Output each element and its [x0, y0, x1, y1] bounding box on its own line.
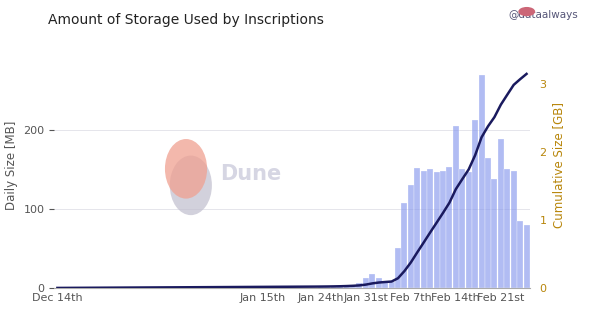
Bar [524, 225, 530, 288]
Bar [504, 169, 510, 288]
Bar [421, 171, 427, 288]
Bar [459, 169, 465, 288]
Text: @dataalways: @dataalways [508, 10, 578, 20]
Bar [356, 283, 362, 288]
Y-axis label: Cumulative Size [GB]: Cumulative Size [GB] [552, 103, 565, 228]
Bar [491, 179, 497, 288]
Bar [376, 278, 382, 288]
Bar [427, 169, 433, 288]
Bar [498, 139, 504, 288]
Bar [350, 285, 356, 288]
Bar [389, 282, 394, 288]
Bar [479, 74, 485, 288]
Text: Amount of Storage Used by Inscriptions: Amount of Storage Used by Inscriptions [48, 13, 324, 27]
Bar [318, 287, 324, 288]
Bar [453, 126, 459, 288]
Bar [510, 171, 517, 288]
Bar [370, 274, 375, 288]
Bar [433, 172, 439, 288]
Bar [402, 203, 408, 288]
Bar [447, 167, 452, 288]
Bar [485, 158, 491, 288]
Bar [395, 249, 401, 288]
Bar [344, 286, 350, 288]
Bar [414, 168, 420, 288]
Bar [408, 185, 414, 288]
Bar [363, 278, 369, 288]
Bar [472, 120, 478, 288]
Y-axis label: Daily Size [MB]: Daily Size [MB] [5, 121, 18, 210]
Bar [330, 287, 337, 288]
Bar [324, 287, 330, 288]
Bar [466, 172, 471, 288]
Bar [517, 221, 523, 288]
Text: Dune: Dune [220, 164, 281, 184]
Bar [440, 171, 446, 288]
Bar [337, 286, 343, 288]
Bar [382, 282, 388, 288]
